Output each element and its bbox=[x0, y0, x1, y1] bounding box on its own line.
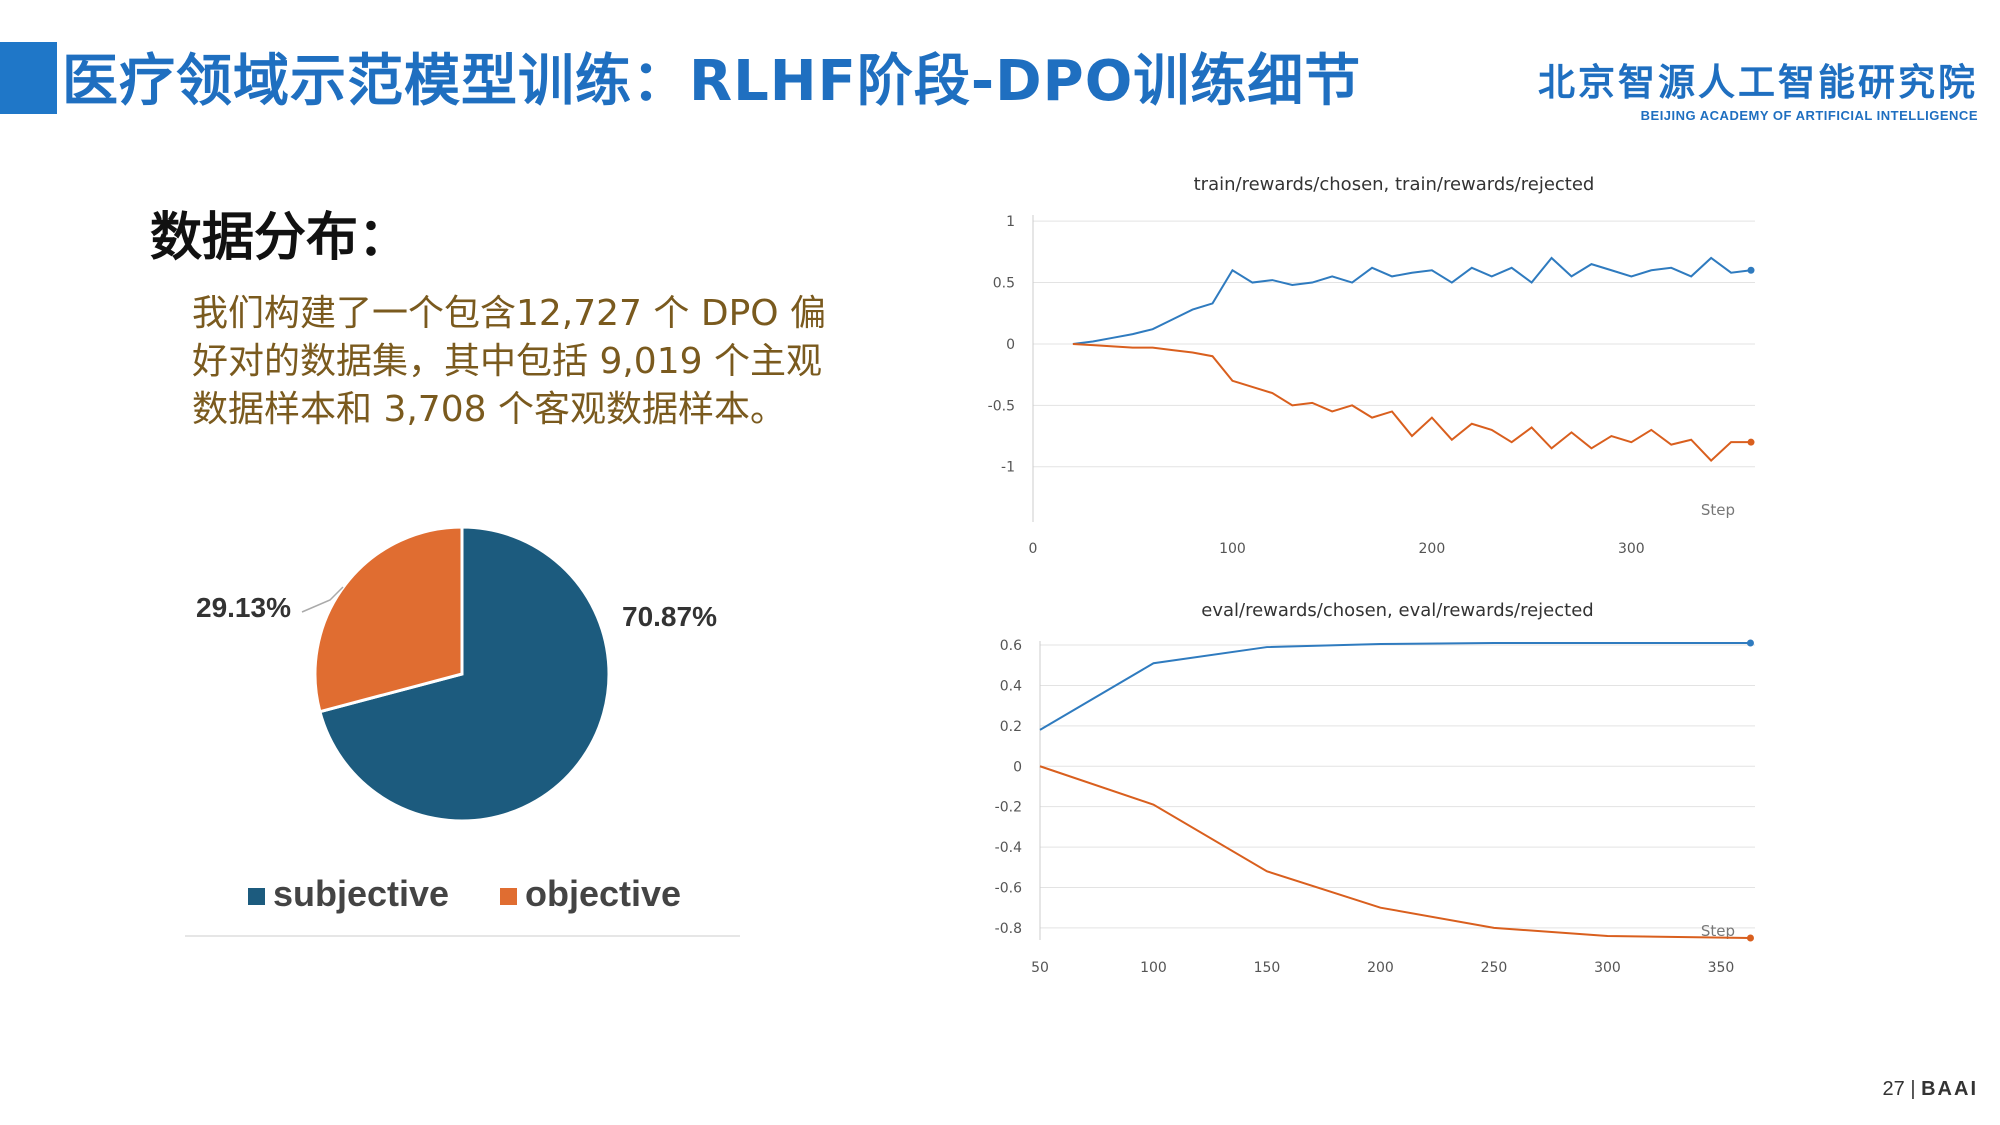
series-end-point-0 bbox=[1746, 639, 1754, 647]
y-tick-label: 0 bbox=[1006, 337, 1015, 353]
series-line-1 bbox=[1072, 342, 1752, 463]
y-tick-label: -0.8 bbox=[995, 921, 1022, 937]
series-line-0 bbox=[1039, 642, 1751, 731]
series-end-point-1 bbox=[1747, 438, 1755, 446]
description-line: 数据样本和 3,708 个客观数据样本。 bbox=[192, 389, 786, 430]
description-line: 我们构建了一个包含12,727 个 DPO 偏 bbox=[192, 293, 827, 334]
description-line: 好对的数据集，其中包括 9,019 个主观 bbox=[192, 341, 822, 382]
chart-title: train/rewards/chosen, train/rewards/reje… bbox=[1194, 174, 1595, 195]
chart-title: eval/rewards/chosen, eval/rewards/reject… bbox=[1201, 600, 1593, 621]
x-tick-label: 300 bbox=[1594, 960, 1621, 976]
x-tick-label: 100 bbox=[1219, 541, 1246, 557]
x-tick-label: 300 bbox=[1618, 541, 1645, 557]
y-tick-label: -0.6 bbox=[995, 880, 1022, 896]
x-tick-label: 50 bbox=[1031, 960, 1049, 976]
x-tick-label: 100 bbox=[1140, 960, 1167, 976]
y-tick-label: 0.5 bbox=[993, 276, 1015, 292]
y-tick-label: 0.4 bbox=[1000, 678, 1022, 694]
x-axis-label: Step bbox=[1701, 922, 1735, 940]
section-title: 数据分布： bbox=[150, 208, 411, 268]
y-tick-label: 1 bbox=[1006, 214, 1015, 230]
pie-label-objective: 29.13% bbox=[196, 592, 291, 623]
page-title: 医疗领域示范模型训练：RLHF阶段-DPO训练细节 bbox=[62, 49, 1362, 114]
y-tick-label: -0.4 bbox=[995, 840, 1022, 856]
y-tick-label: -0.5 bbox=[988, 398, 1015, 414]
logo-chinese-name: 北京智源人工智能研究院 bbox=[1538, 61, 1978, 104]
y-tick-label: 0.6 bbox=[1000, 638, 1022, 654]
pie-leader-line bbox=[301, 586, 344, 613]
legend-label-objective: objective bbox=[525, 873, 681, 914]
legend-label-subjective: subjective bbox=[273, 873, 449, 914]
series-line-0 bbox=[1072, 256, 1752, 345]
x-tick-label: 150 bbox=[1254, 960, 1281, 976]
y-tick-label: 0 bbox=[1013, 759, 1022, 775]
legend-swatch-subjective bbox=[248, 888, 265, 905]
x-tick-label: 350 bbox=[1708, 960, 1735, 976]
y-tick-label: -1 bbox=[1001, 460, 1015, 476]
y-tick-label: -0.2 bbox=[995, 800, 1022, 816]
pie-label-subjective: 70.87% bbox=[622, 601, 717, 632]
logo-english-name: BEIJING ACADEMY OF ARTIFICIAL INTELLIGEN… bbox=[1640, 108, 1978, 123]
pie-slice-subjective bbox=[318, 525, 611, 823]
x-tick-label: 0 bbox=[1029, 541, 1038, 557]
pie-slice-objective bbox=[313, 525, 464, 714]
dataset-description: 我们构建了一个包含12,727 个 DPO 偏 好对的数据集，其中包括 9,01… bbox=[192, 290, 912, 434]
legend-swatch-objective bbox=[500, 888, 517, 905]
series-end-point-0 bbox=[1747, 266, 1755, 274]
x-tick-label: 200 bbox=[1419, 541, 1446, 557]
header-accent-bar bbox=[0, 42, 57, 114]
series-line-1 bbox=[1039, 765, 1751, 939]
page-number-value: 27 bbox=[1882, 1078, 1905, 1100]
x-tick-label: 200 bbox=[1367, 960, 1394, 976]
page-number: 27 | BAAI bbox=[1882, 1078, 1978, 1100]
series-end-point-1 bbox=[1746, 934, 1754, 942]
x-tick-label: 250 bbox=[1481, 960, 1508, 976]
y-tick-label: 0.2 bbox=[1000, 719, 1022, 735]
baai-logo: 北京智源人工智能研究院 BEIJING ACADEMY OF ARTIFICIA… bbox=[1538, 52, 1978, 123]
footer-brand: BAAI bbox=[1921, 1078, 1978, 1100]
x-axis-label: Step bbox=[1701, 501, 1735, 519]
